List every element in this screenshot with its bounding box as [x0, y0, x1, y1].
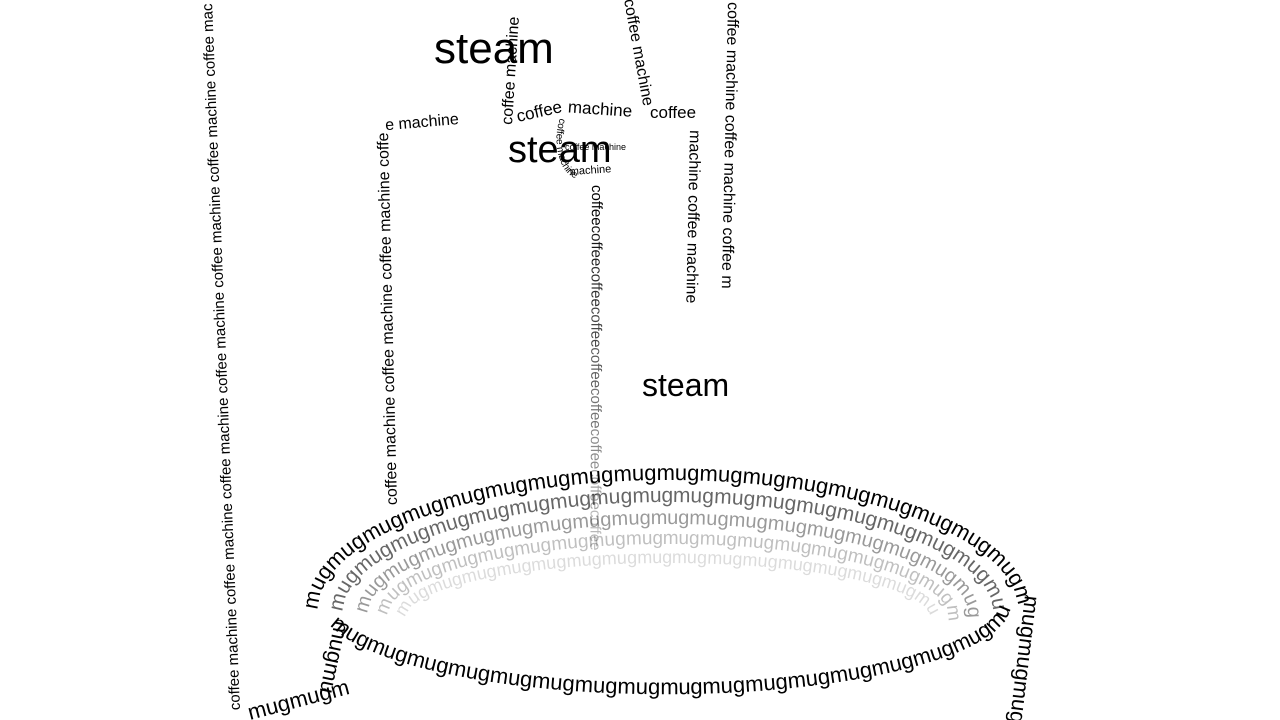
machine-arm-right-text: machine coffee machine [682, 130, 703, 304]
steam-label-top: steam [434, 24, 554, 73]
mug-handle-bottom: mugmugmug [0, 0, 352, 720]
coffee-stream-text: coffee coffee coffee coffee coffee coffee coff… [586, 185, 605, 551]
nozzle-inner-text: coffee machine [565, 142, 626, 152]
machine-pole-left-label: coffee machine coffee machine coffee mac… [0, 0, 244, 711]
coffee-word: coffee [587, 429, 604, 470]
nozzle-low-label: machine [569, 163, 611, 178]
coffee-stream-label: coffee coffee coffee coffee coffee coffee coff… [586, 185, 605, 551]
machine-top-left-label: coffee machine [499, 16, 523, 125]
mug-rim-ring-3: mugmugmugmugmugmugmugmugmugmugmugmugmugm… [0, 0, 985, 618]
machine-arm-left-label: coffee machine coffee machine coffee mac… [375, 111, 460, 505]
machine-arm-right-label: machine coffee machine [682, 130, 703, 304]
machine-top-center-text: coffee machine [515, 97, 633, 126]
coffee-word: coffee [587, 307, 604, 348]
coffee-word: coffee [587, 469, 604, 510]
coffee-stream: coffee coffee coffee coffee coffee coffee coff… [586, 185, 605, 551]
steam-label-nozzle: steam [508, 129, 611, 171]
machine-arm-left-text: coffee machine coffee machine coffee mac… [375, 111, 460, 505]
machine-coffee-right-label: coffee [650, 103, 696, 122]
machine-pole-left-text: coffee machine coffee machine coffee mac… [0, 0, 244, 711]
coffee-word: coffee [587, 388, 604, 429]
nozzle-low-text: machine [569, 163, 611, 178]
steam-label-right: steam [642, 367, 729, 403]
machine-coffee-right-text: coffee [650, 103, 696, 122]
machine-top-right-label: coffee machine [620, 0, 656, 107]
machine-top-left-text: coffee machine [499, 16, 523, 125]
coffee-word: coffee [587, 266, 604, 307]
mug-handle-bottom-label: mugmugmug [0, 0, 352, 720]
coffee-word: coffee [587, 347, 604, 388]
coffee-word: coffee [586, 510, 603, 551]
coffee-word: coffee [588, 185, 605, 226]
machine-top-center-label: coffee machine [515, 97, 633, 126]
machine-pole-right-text: coffee machine coffee machine coffee m [718, 2, 741, 289]
machine-top-right-text: coffee machine [620, 0, 656, 107]
coffee-word: coffee [588, 226, 605, 267]
machine-pole-right-label: coffee machine coffee machine coffee m [718, 2, 741, 289]
nozzle-inner-label: coffee machine [565, 142, 626, 152]
mug-rim-ring-3-label: mugmugmugmugmugmugmugmugmugmugmugmugmugm… [0, 0, 985, 618]
